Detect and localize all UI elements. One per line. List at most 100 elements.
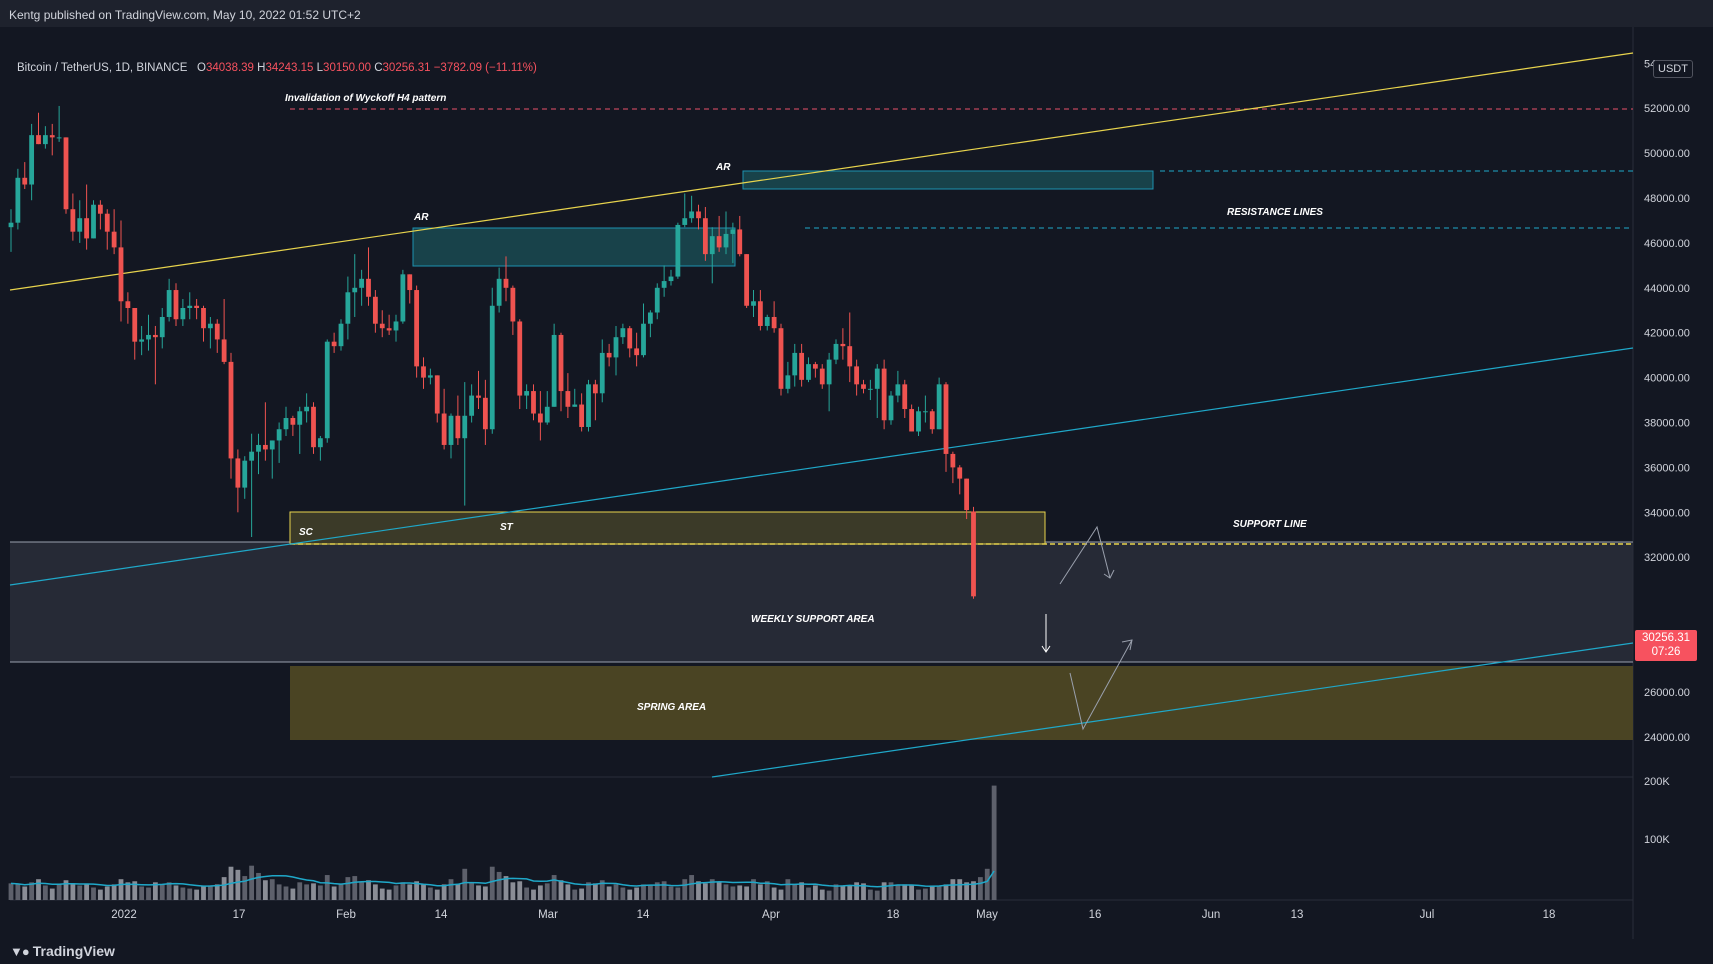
candle[interactable] xyxy=(696,204,701,230)
candle[interactable] xyxy=(97,200,103,230)
candle[interactable] xyxy=(441,388,447,450)
candle[interactable] xyxy=(77,200,83,243)
candle[interactable] xyxy=(881,359,887,430)
candle[interactable] xyxy=(888,391,894,425)
candle[interactable] xyxy=(916,406,921,436)
candle[interactable] xyxy=(249,433,255,537)
candle[interactable] xyxy=(324,339,330,443)
candle[interactable] xyxy=(544,391,550,425)
candle[interactable] xyxy=(434,375,440,423)
candle[interactable] xyxy=(531,384,536,421)
candle[interactable] xyxy=(36,112,41,145)
candle[interactable] xyxy=(971,506,976,599)
candle[interactable] xyxy=(482,379,488,445)
candle[interactable] xyxy=(964,478,970,520)
candle[interactable] xyxy=(812,361,818,378)
candle[interactable] xyxy=(579,393,585,432)
candle[interactable] xyxy=(599,339,605,403)
candle[interactable] xyxy=(716,215,722,252)
candle[interactable] xyxy=(159,308,165,349)
candle[interactable] xyxy=(682,193,688,228)
candle[interactable] xyxy=(503,256,509,302)
candle[interactable] xyxy=(661,265,667,297)
ar-resistance-box-2[interactable] xyxy=(742,170,1154,190)
candle[interactable] xyxy=(709,227,715,284)
candle[interactable] xyxy=(42,126,48,149)
candle[interactable] xyxy=(386,314,392,335)
candle[interactable] xyxy=(586,379,591,432)
candle[interactable] xyxy=(847,312,853,383)
candle[interactable] xyxy=(15,168,21,230)
candle[interactable] xyxy=(201,305,206,342)
candle[interactable] xyxy=(414,285,420,378)
candle[interactable] xyxy=(565,373,571,419)
candle[interactable] xyxy=(400,269,406,324)
candle[interactable] xyxy=(166,278,172,322)
candle[interactable] xyxy=(22,162,28,190)
candle[interactable] xyxy=(909,404,915,432)
candle[interactable] xyxy=(489,287,495,434)
candle[interactable] xyxy=(173,283,179,326)
teal-lower-trendline[interactable] xyxy=(711,642,1634,778)
candle[interactable] xyxy=(338,319,344,351)
candle[interactable] xyxy=(448,413,454,459)
candle[interactable] xyxy=(902,379,908,419)
candle[interactable] xyxy=(737,215,743,257)
candle[interactable] xyxy=(874,364,880,419)
candle[interactable] xyxy=(407,274,413,304)
candle[interactable] xyxy=(929,409,935,434)
ar-resistance-box-1[interactable] xyxy=(412,227,736,267)
candle[interactable] xyxy=(207,316,213,349)
candle[interactable] xyxy=(228,352,234,479)
candle[interactable] xyxy=(235,449,241,513)
candle[interactable] xyxy=(290,415,296,436)
candle[interactable] xyxy=(620,323,626,344)
candle[interactable] xyxy=(799,343,805,387)
time-axis[interactable]: 2022 17 Feb 14 Mar 14 Apr 18 May 16 Jun 13 Jul 18 xyxy=(111,909,1555,921)
candle[interactable] xyxy=(689,195,695,223)
candle[interactable] xyxy=(8,209,14,252)
candle[interactable] xyxy=(262,402,268,461)
chart-area[interactable]: Invalidation of Wyckoff H4 pattern AR AR… xyxy=(0,27,1713,939)
candle[interactable] xyxy=(221,299,227,365)
candle[interactable] xyxy=(187,292,193,320)
candle[interactable] xyxy=(668,269,674,286)
candle[interactable] xyxy=(757,290,763,331)
price-chart[interactable]: Invalidation of Wyckoff H4 pattern AR AR… xyxy=(0,27,1713,939)
candle[interactable] xyxy=(510,285,516,335)
tradingview-logo[interactable]: ▼● TradingView xyxy=(10,943,115,959)
candle[interactable] xyxy=(654,283,660,320)
candle[interactable] xyxy=(675,222,681,279)
candle[interactable] xyxy=(111,209,117,255)
candle[interactable] xyxy=(936,377,942,430)
sc-st-range-box[interactable] xyxy=(289,511,1046,545)
candle[interactable] xyxy=(723,211,729,255)
candle[interactable] xyxy=(496,267,502,313)
candle[interactable] xyxy=(146,314,151,351)
candles[interactable] xyxy=(8,105,976,599)
candle[interactable] xyxy=(957,465,963,495)
candle[interactable] xyxy=(276,422,282,463)
candle[interactable] xyxy=(524,384,530,410)
candle[interactable] xyxy=(537,391,543,441)
candle[interactable] xyxy=(180,299,186,326)
candle[interactable] xyxy=(194,299,200,320)
candle[interactable] xyxy=(922,395,928,423)
candle[interactable] xyxy=(118,220,124,322)
candle[interactable] xyxy=(104,209,110,250)
candle[interactable] xyxy=(751,290,756,317)
candle[interactable] xyxy=(379,310,385,338)
weekly-support-area[interactable] xyxy=(10,542,1633,662)
candle[interactable] xyxy=(840,328,846,360)
candle[interactable] xyxy=(950,451,956,484)
candle[interactable] xyxy=(702,206,708,261)
candle[interactable] xyxy=(895,370,901,403)
candle[interactable] xyxy=(242,456,248,499)
candle[interactable] xyxy=(84,184,90,250)
candle[interactable] xyxy=(56,105,62,142)
candle[interactable] xyxy=(372,290,378,333)
candle[interactable] xyxy=(792,343,798,387)
candle[interactable] xyxy=(70,193,76,241)
candle[interactable] xyxy=(730,222,736,264)
candle[interactable] xyxy=(359,269,365,306)
